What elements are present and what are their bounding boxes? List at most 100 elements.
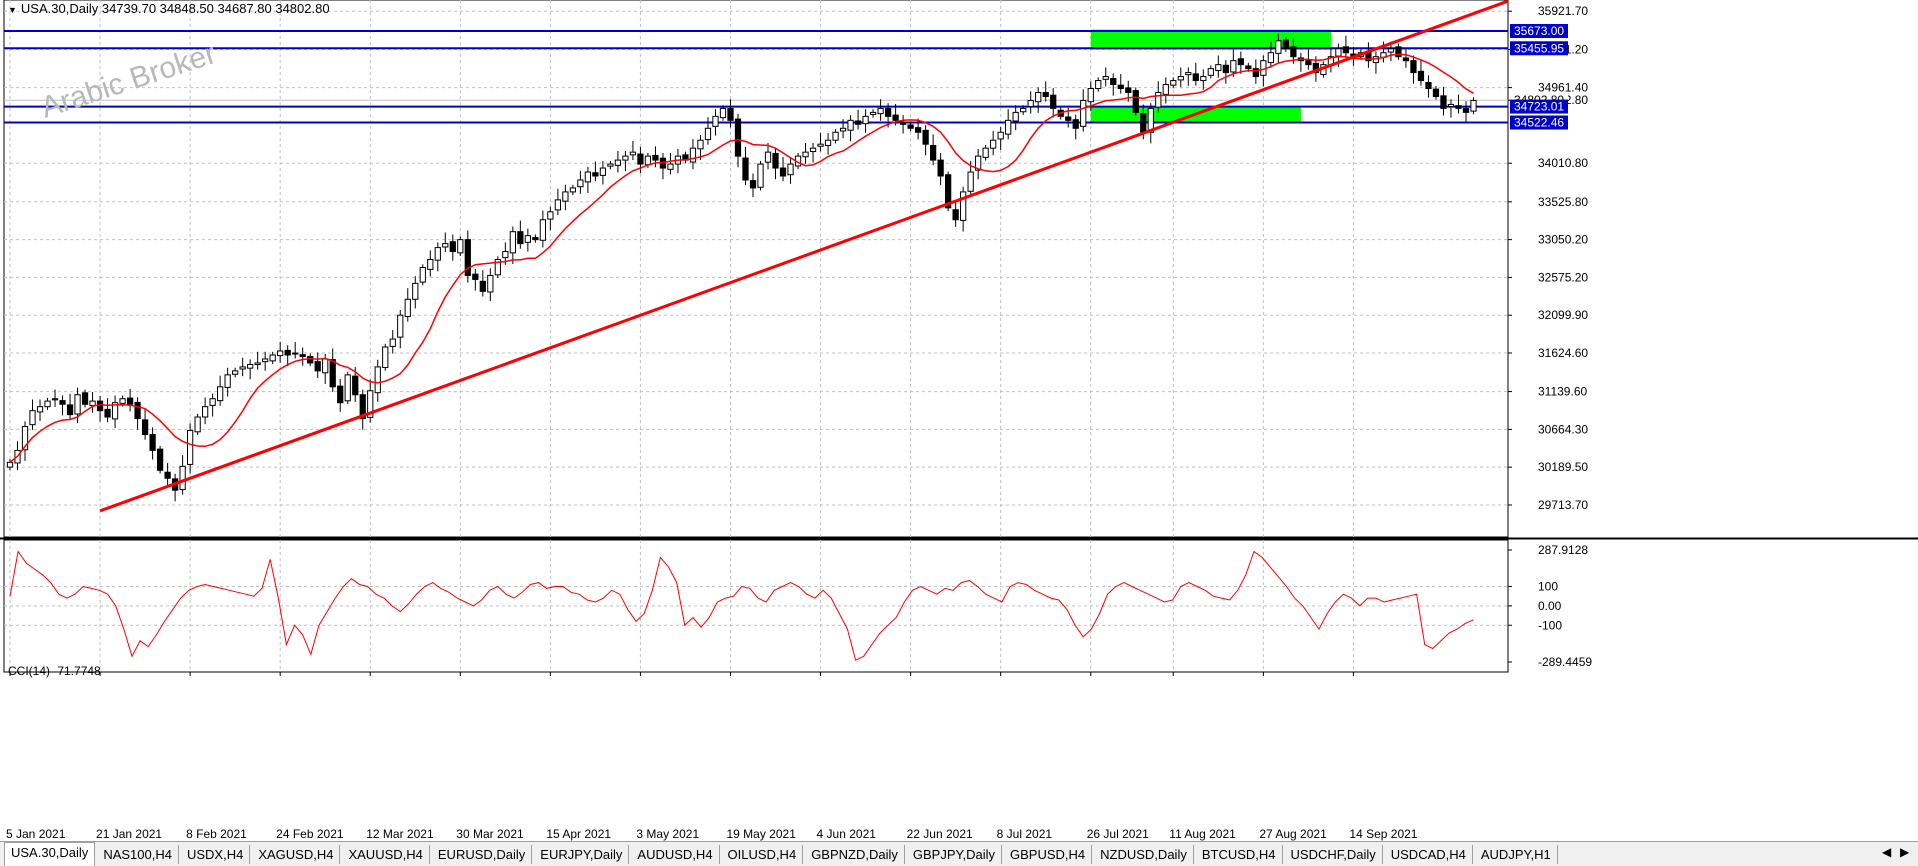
y-tick-label: 30664.30	[1538, 422, 1588, 436]
tab-audusd-h4[interactable]: AUDUSD,H4	[631, 845, 720, 864]
candle-body	[1035, 91, 1042, 103]
candle-body	[1410, 60, 1417, 74]
trendline[interactable]	[99, 0, 1509, 513]
candle-body	[449, 241, 456, 253]
candle-body	[1402, 57, 1410, 62]
candle-body	[1050, 94, 1057, 109]
candle-body	[239, 366, 246, 370]
candle-body	[1132, 90, 1139, 113]
candle-body	[1080, 99, 1087, 127]
candle-body	[389, 338, 396, 347]
horizontal-levels[interactable]	[4, 30, 1508, 124]
price-tag	[1510, 115, 1568, 130]
tab-xagusd-h4[interactable]: XAGUSD,H4	[252, 845, 341, 864]
candle-body	[584, 171, 592, 183]
candle-body	[1470, 99, 1477, 112]
y-tick-label: 34010.80	[1538, 156, 1588, 170]
candle-body	[945, 174, 952, 209]
candle-body	[772, 152, 779, 169]
candle-body	[1290, 46, 1297, 58]
candle-body	[126, 397, 134, 405]
tab-nzdusd-daily[interactable]: NZDUSD,Daily	[1094, 845, 1194, 864]
y-tick-label: 32099.90	[1538, 308, 1588, 322]
candle-body	[81, 392, 89, 405]
x-tick-label: 14 Sep 2021	[1349, 827, 1417, 841]
trendline	[99, 0, 1509, 513]
candle-body	[66, 404, 74, 416]
candle-body	[292, 352, 299, 355]
candle-body	[509, 231, 516, 254]
y-tick-label: 31139.60	[1538, 385, 1587, 399]
candle-body	[1140, 113, 1147, 133]
candle-body	[922, 129, 929, 145]
candle-body	[1230, 60, 1237, 73]
tab-usdcad-h4[interactable]: USDCAD,H4	[1385, 845, 1473, 864]
tab-usdchf-daily[interactable]: USDCHF,Daily	[1285, 845, 1383, 864]
tab-eurjpy-daily[interactable]: EURJPY,Daily	[534, 845, 630, 864]
x-tick-label: 8 Feb 2021	[186, 827, 247, 841]
x-tick-label: 12 Mar 2021	[366, 827, 434, 841]
candle-body	[307, 356, 314, 364]
candle-body	[547, 211, 554, 220]
candlestick-series	[6, 33, 1477, 502]
x-tick-label: 5 Jan 2021	[6, 827, 66, 841]
candle-body	[457, 239, 464, 254]
tab-usdx-h4[interactable]: USDX,H4	[181, 845, 251, 864]
tab-oilusd-h4[interactable]: OILUSD,H4	[722, 845, 804, 864]
candle-body	[479, 280, 486, 292]
candle-body	[1342, 46, 1350, 54]
price-tag-text: 35455.95	[1514, 41, 1564, 55]
y-tick-label: 29713.70	[1538, 498, 1588, 512]
candle-body	[232, 370, 239, 375]
candle-body	[277, 350, 284, 357]
candle-body	[1065, 116, 1072, 121]
chart-area[interactable]: 35921.7035441.2034961.4034802.8034010.80…	[0, 0, 1918, 842]
tab-gbpnzd-daily[interactable]: GBPNZD,Daily	[805, 845, 905, 864]
candle-body	[757, 163, 764, 188]
candle-body	[1147, 107, 1154, 133]
arrow-left-icon[interactable]: ◀	[1882, 845, 1892, 859]
candle-body	[1162, 84, 1169, 95]
candle-body	[787, 163, 794, 176]
tab-audjpy-h1[interactable]: AUDJPY,H1	[1475, 845, 1558, 864]
candle-body	[1275, 40, 1282, 54]
tab-gbpjpy-daily[interactable]: GBPJPY,Daily	[907, 845, 1003, 864]
tab-eurusd-daily[interactable]: EURUSD,Daily	[432, 845, 533, 864]
chart-tab-bar: ◀ ▶ USA.30,Daily NAS100,H4 USDX,H4 XAGUSD,H…	[0, 841, 1918, 866]
price-frame	[3, 0, 1509, 538]
price-tag-text: 35673.00	[1514, 24, 1564, 38]
candle-body	[269, 354, 276, 362]
candle-body	[262, 358, 269, 363]
price-tag-text: 34522.46	[1514, 116, 1564, 130]
tab-gbpusd-h4[interactable]: GBPUSD,H4	[1004, 845, 1093, 864]
candle-body	[29, 410, 36, 426]
candle-body	[1462, 107, 1470, 113]
candle-body	[967, 171, 974, 192]
cci-line	[9, 550, 1474, 661]
candle-body	[21, 426, 29, 451]
arrow-right-icon[interactable]: ▶	[1900, 845, 1910, 859]
candle-body	[689, 147, 697, 163]
tab-nas100-h4[interactable]: NAS100,H4	[97, 845, 179, 864]
candle-body	[937, 159, 944, 177]
symbol-header: ▼ USA.30,Daily 34739.70 34848.50 34687.80…	[8, 1, 330, 16]
candle-body	[899, 121, 907, 125]
triangle-down-icon: ▼	[8, 5, 17, 15]
candle-body	[141, 419, 149, 436]
x-tick-label: 24 Feb 2021	[276, 827, 344, 841]
tab-usa-30-daily[interactable]: USA.30,Daily	[4, 842, 96, 866]
candle-body	[734, 118, 742, 157]
candle-body	[1072, 119, 1079, 129]
cci-tick-label: -289.4459	[1538, 655, 1592, 669]
tab-btcusd-h4[interactable]: BTCUSD,H4	[1196, 845, 1283, 864]
candle-body	[832, 131, 839, 141]
candle-body	[442, 243, 449, 248]
candle-body	[6, 461, 14, 468]
candle-body	[1207, 68, 1214, 76]
tab-xauusd-h4[interactable]: XAUUSD,H4	[342, 845, 430, 864]
candle-body	[104, 408, 111, 418]
price-tag	[1510, 41, 1568, 56]
y-tick-label: 32575.20	[1538, 270, 1588, 284]
candle-body	[382, 346, 389, 369]
candle-body	[719, 107, 727, 119]
